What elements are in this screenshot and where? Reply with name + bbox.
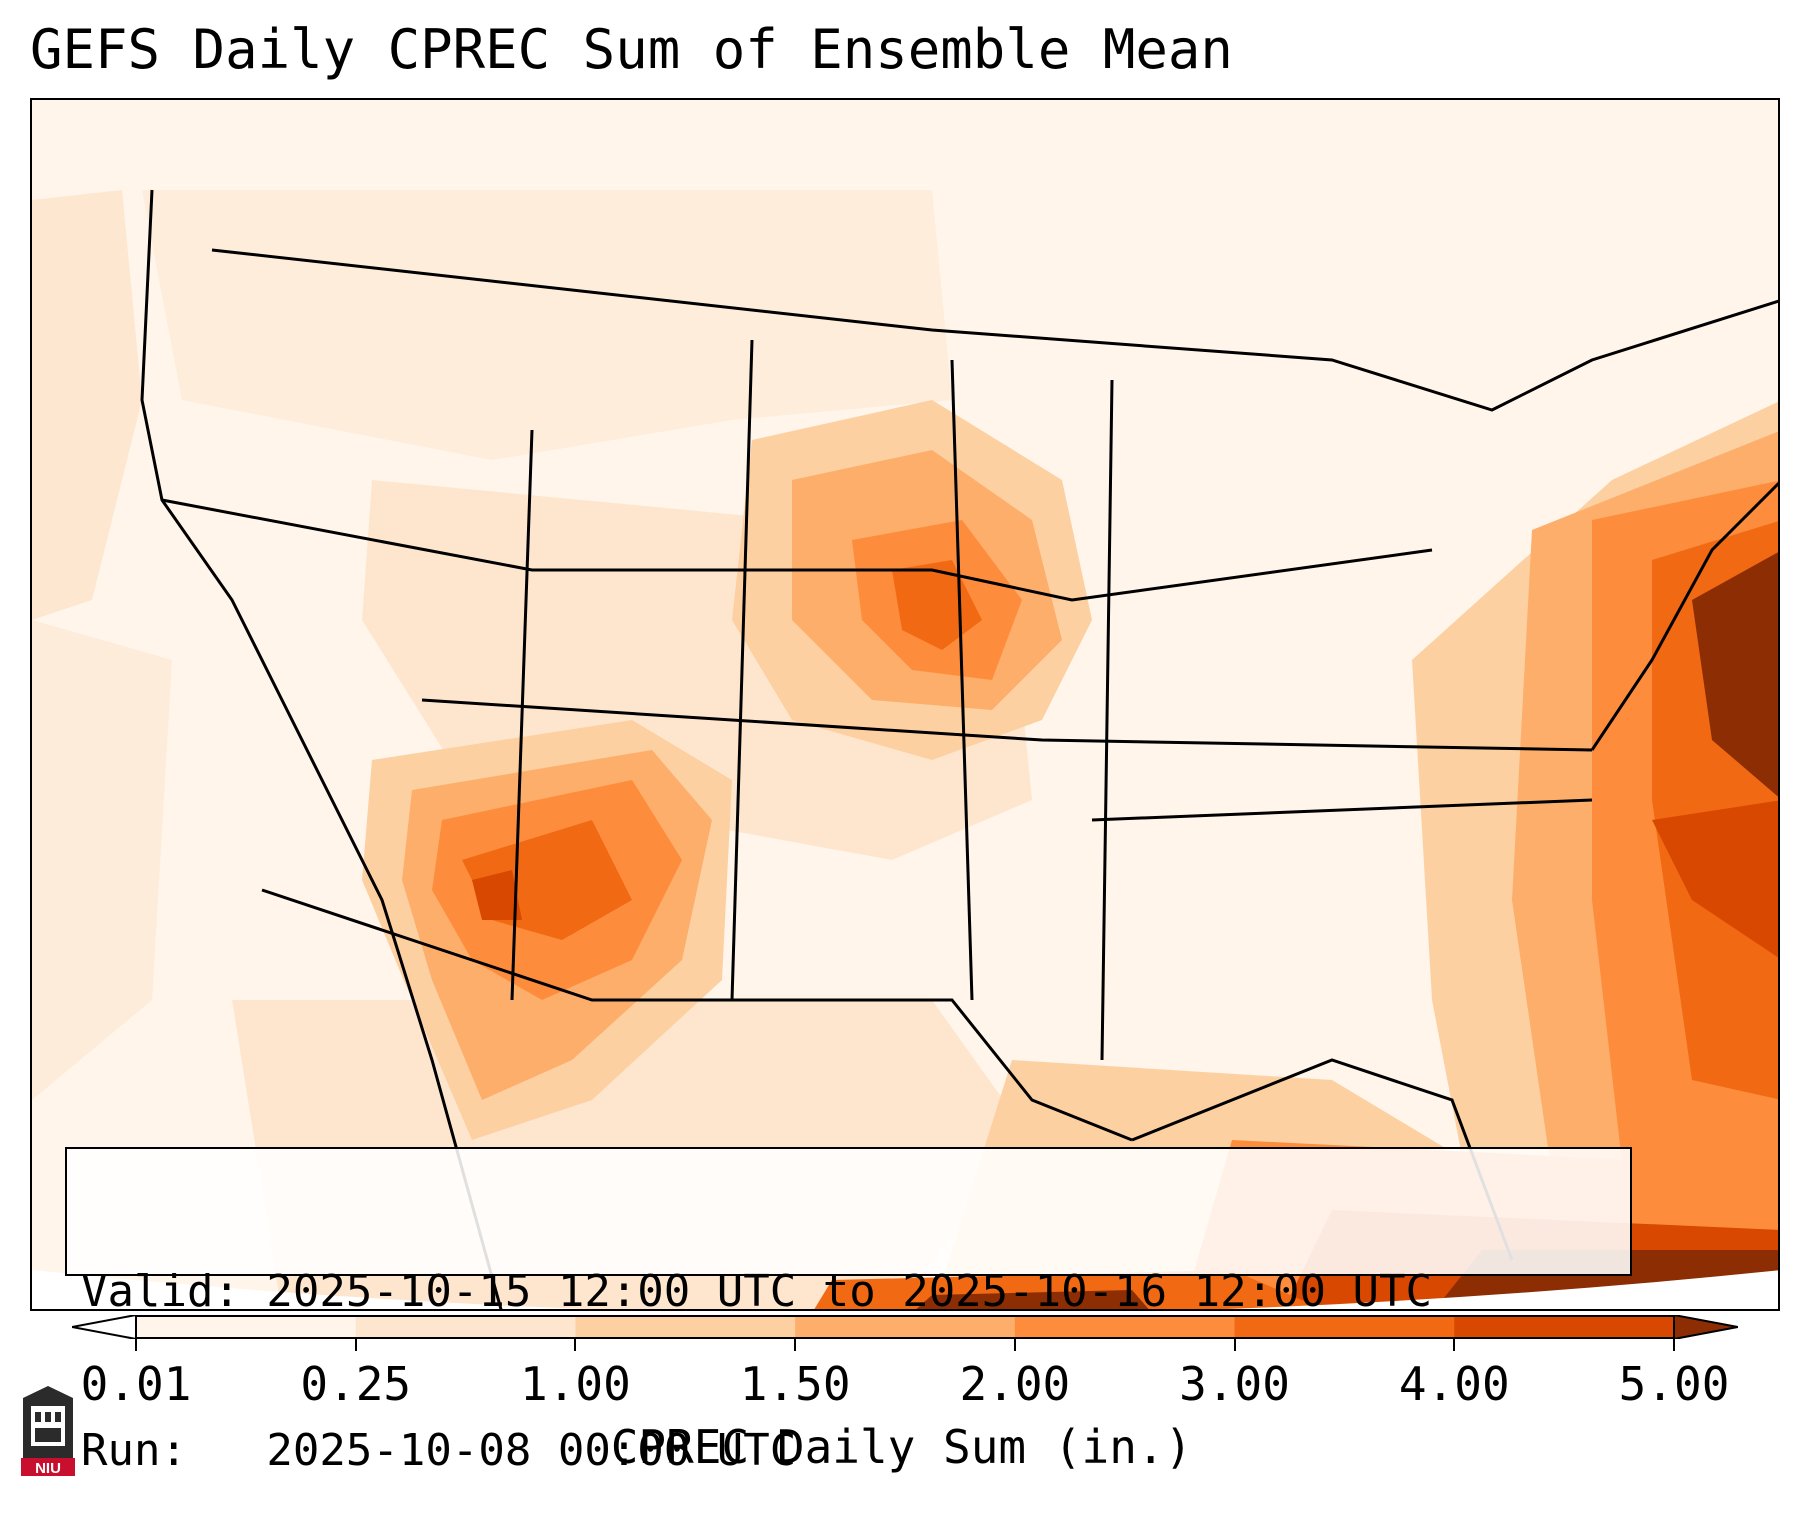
- colorbar-tick-label: 1.00: [520, 1357, 631, 1411]
- colorbar: [72, 1315, 1738, 1339]
- colorbar-segment: [355, 1315, 576, 1339]
- valid-time-text: Valid: 2025-10-15 12:00 UTC to 2025-10-1…: [81, 1266, 1433, 1317]
- colorbar-tick-mark: [1233, 1339, 1236, 1351]
- colorbar-tick-mark: [1013, 1339, 1016, 1351]
- colorbar-tick-mark: [354, 1339, 357, 1351]
- colorbar-extend-high: [1673, 1315, 1738, 1339]
- colorbar-tick-mark: [794, 1339, 797, 1351]
- colorbar-label: CPREC Daily Sum (in.): [610, 1420, 1193, 1474]
- colorbar-segment: [1454, 1315, 1675, 1339]
- atlantic-coast-line: [1590, 481, 1778, 751]
- colorbar-tick-label: 3.00: [1179, 1357, 1290, 1411]
- colorbar-segment: [136, 1315, 357, 1339]
- colorbar-tick-label: 1.50: [739, 1357, 851, 1411]
- colorbar-tick-mark: [1673, 1339, 1675, 1351]
- colorbar-tick-mark: [1453, 1339, 1456, 1351]
- colorbar-tick-label: 4.00: [1398, 1357, 1510, 1411]
- niu-castle-logo: NIU: [21, 1386, 75, 1477]
- colorbar-tick-label: 0.01: [80, 1357, 192, 1411]
- colorbar-tick-label: 5.00: [1618, 1357, 1730, 1411]
- pacific-coast-line: [140, 189, 503, 1309]
- logo-banner: [21, 1458, 75, 1476]
- colorbar-tick-mark: [135, 1339, 137, 1351]
- colorbar-border: [135, 1315, 1675, 1339]
- precip-field: [32, 100, 1778, 1309]
- colorbar-tick-mark: [574, 1339, 577, 1351]
- figure-title: GEFS Daily CPREC Sum of Ensemble Mean: [30, 18, 1233, 81]
- run-time-text: Run: 2025-10-08 00:00 UTC: [81, 1425, 797, 1476]
- precip-map: [30, 98, 1780, 1311]
- logo-text: NIU: [35, 1460, 61, 1477]
- valid-run-infobox: Valid: 2025-10-15 12:00 UTC to 2025-10-1…: [65, 1147, 1632, 1476]
- colorbar-tick-label: 0.25: [300, 1357, 412, 1411]
- colorbar-tick-label: 2.00: [959, 1357, 1071, 1411]
- colorbar-segment: [1014, 1315, 1236, 1339]
- colorbar-extend-low: [72, 1315, 137, 1339]
- colorbar-segment: [795, 1315, 1016, 1339]
- colorbar-segment: [575, 1315, 796, 1339]
- colorbar-segment: [1234, 1315, 1455, 1339]
